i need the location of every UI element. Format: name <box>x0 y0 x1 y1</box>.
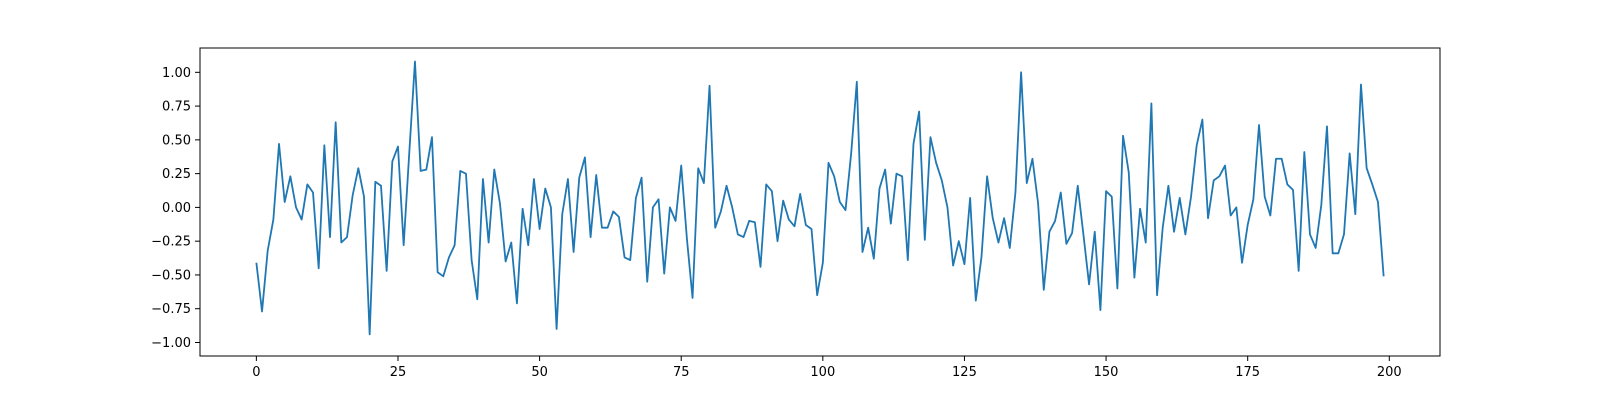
x-tick-label: 75 <box>673 365 690 380</box>
x-tick-label: 175 <box>1235 365 1260 380</box>
x-tick-label: 100 <box>810 365 835 380</box>
y-tick-label: 1.00 <box>162 66 191 81</box>
x-tick-label: 150 <box>1094 365 1119 380</box>
y-tick-label: −0.75 <box>151 302 191 317</box>
x-tick-label: 25 <box>390 365 407 380</box>
series-line <box>255 60 1385 336</box>
y-tick-label: 0.50 <box>162 133 191 148</box>
y-tick-label: −1.00 <box>151 336 191 351</box>
x-tick-label: 0 <box>252 365 260 380</box>
y-tick-label: 0.00 <box>162 201 191 216</box>
x-tick-label: 200 <box>1377 365 1402 380</box>
x-axis: 0 25 50 75 100 125 150 175 200 <box>252 356 1402 380</box>
y-axis: −1.00 −0.75 −0.50 −0.25 0.00 0.25 0.50 0.75 1.00 <box>151 66 200 351</box>
y-tick-label: 0.75 <box>162 100 191 115</box>
plot-area <box>199 47 1441 357</box>
x-tick-label: 125 <box>952 365 977 380</box>
x-tick-label: 50 <box>531 365 548 380</box>
y-tick-label: 0.25 <box>162 167 191 182</box>
axes-frame <box>199 47 1441 357</box>
y-tick-label: −0.50 <box>151 268 191 283</box>
y-tick-label: −0.25 <box>151 235 191 250</box>
